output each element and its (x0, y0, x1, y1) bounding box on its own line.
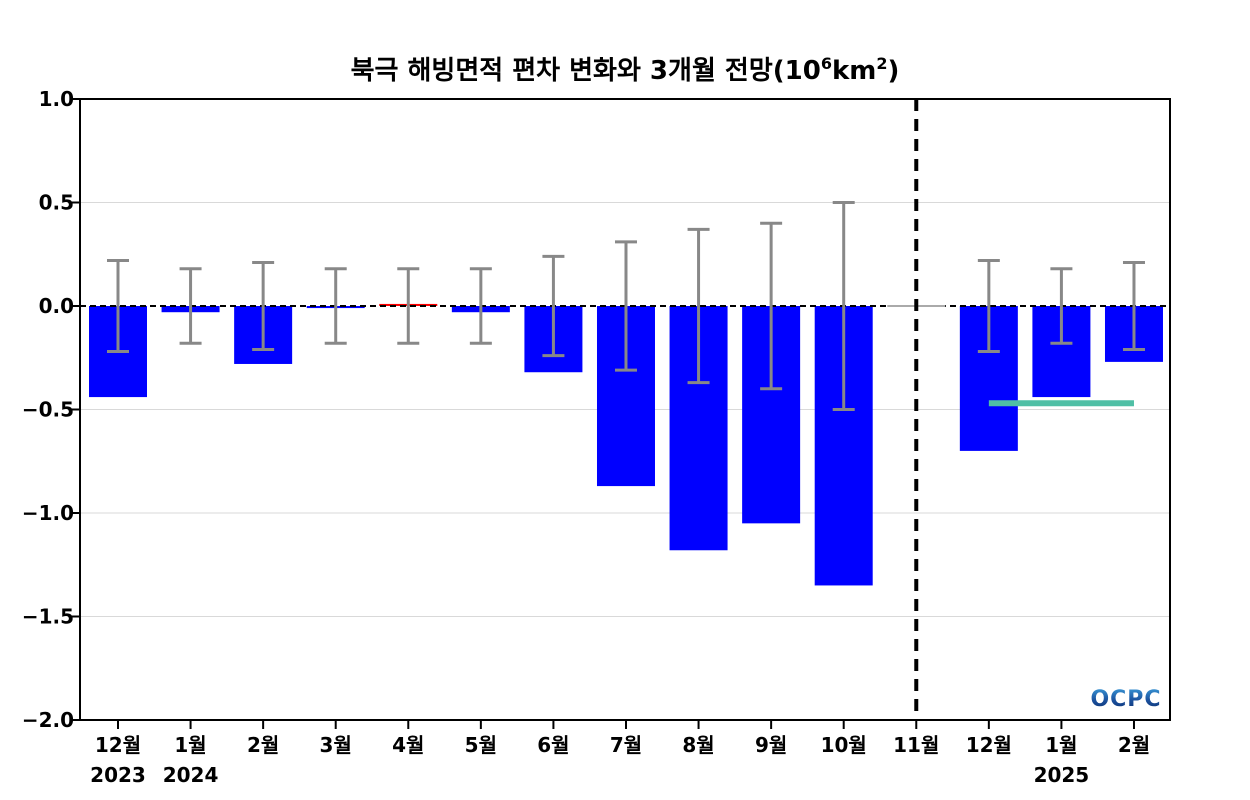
y-tick-label: 1.0 (39, 87, 74, 111)
error-bar (469, 267, 492, 345)
error-bar (252, 261, 275, 351)
x-tick-label: 9월 (755, 733, 787, 757)
x-year-label: 2023 (90, 763, 146, 787)
x-year-label: 2025 (1034, 763, 1090, 787)
x-year-label: 2024 (163, 763, 219, 787)
y-tick-label: −1.5 (22, 605, 74, 629)
x-tick-label: 11월 (893, 733, 939, 757)
y-tick-label: 0.5 (39, 191, 74, 215)
x-tick-label: 6월 (537, 733, 569, 757)
y-tick-label: −0.5 (22, 398, 74, 422)
error-bar (1122, 261, 1145, 351)
error-bar (397, 267, 420, 345)
x-tick-label: 4월 (392, 733, 424, 757)
x-tick-label: 1월 (1045, 733, 1077, 757)
y-axis-ticks: 1.0 0.5 0.0 −0.5 −1.0 −1.5 −2.0 (22, 87, 80, 732)
x-tick-label: 7월 (610, 733, 642, 757)
error-bars (107, 201, 1145, 411)
y-tick-label: −1.0 (22, 501, 74, 525)
error-bar (1050, 267, 1073, 345)
x-tick-label: 2월 (247, 733, 279, 757)
x-tick-label: 3월 (320, 733, 352, 757)
error-bar (107, 258, 129, 354)
x-tick-label: 2월 (1118, 733, 1150, 757)
y-tick-label: 0.0 (39, 294, 74, 318)
x-tick-label: 10월 (821, 733, 867, 757)
x-tick-label: 8월 (682, 733, 714, 757)
x-tick-label: 1월 (174, 733, 206, 757)
x-axis-ticks: 12월 1월 2월 3월 4월 5월 6월 7월 8월 9월 10월 11월 12월 1월 2월 2023 20… (90, 720, 1150, 787)
x-tick-label: 12월 (966, 733, 1012, 757)
error-bar (614, 240, 637, 372)
error-bar (542, 254, 565, 358)
error-bar (832, 201, 855, 411)
ocpc-logo: OCPC (1090, 687, 1161, 712)
x-tick-label: 12월 (95, 733, 141, 757)
logo-text: OCPC (1090, 687, 1161, 712)
error-bar (760, 221, 783, 391)
error-bar (977, 258, 1000, 354)
y-tick-label: −2.0 (22, 708, 74, 732)
error-bar (324, 267, 347, 345)
chart-title: 북극 해빙면적 편차 변화와 3개월 전망(106km2) (351, 54, 900, 86)
error-bar (687, 227, 710, 385)
x-tick-label: 5월 (465, 733, 497, 757)
error-bar (179, 267, 202, 345)
